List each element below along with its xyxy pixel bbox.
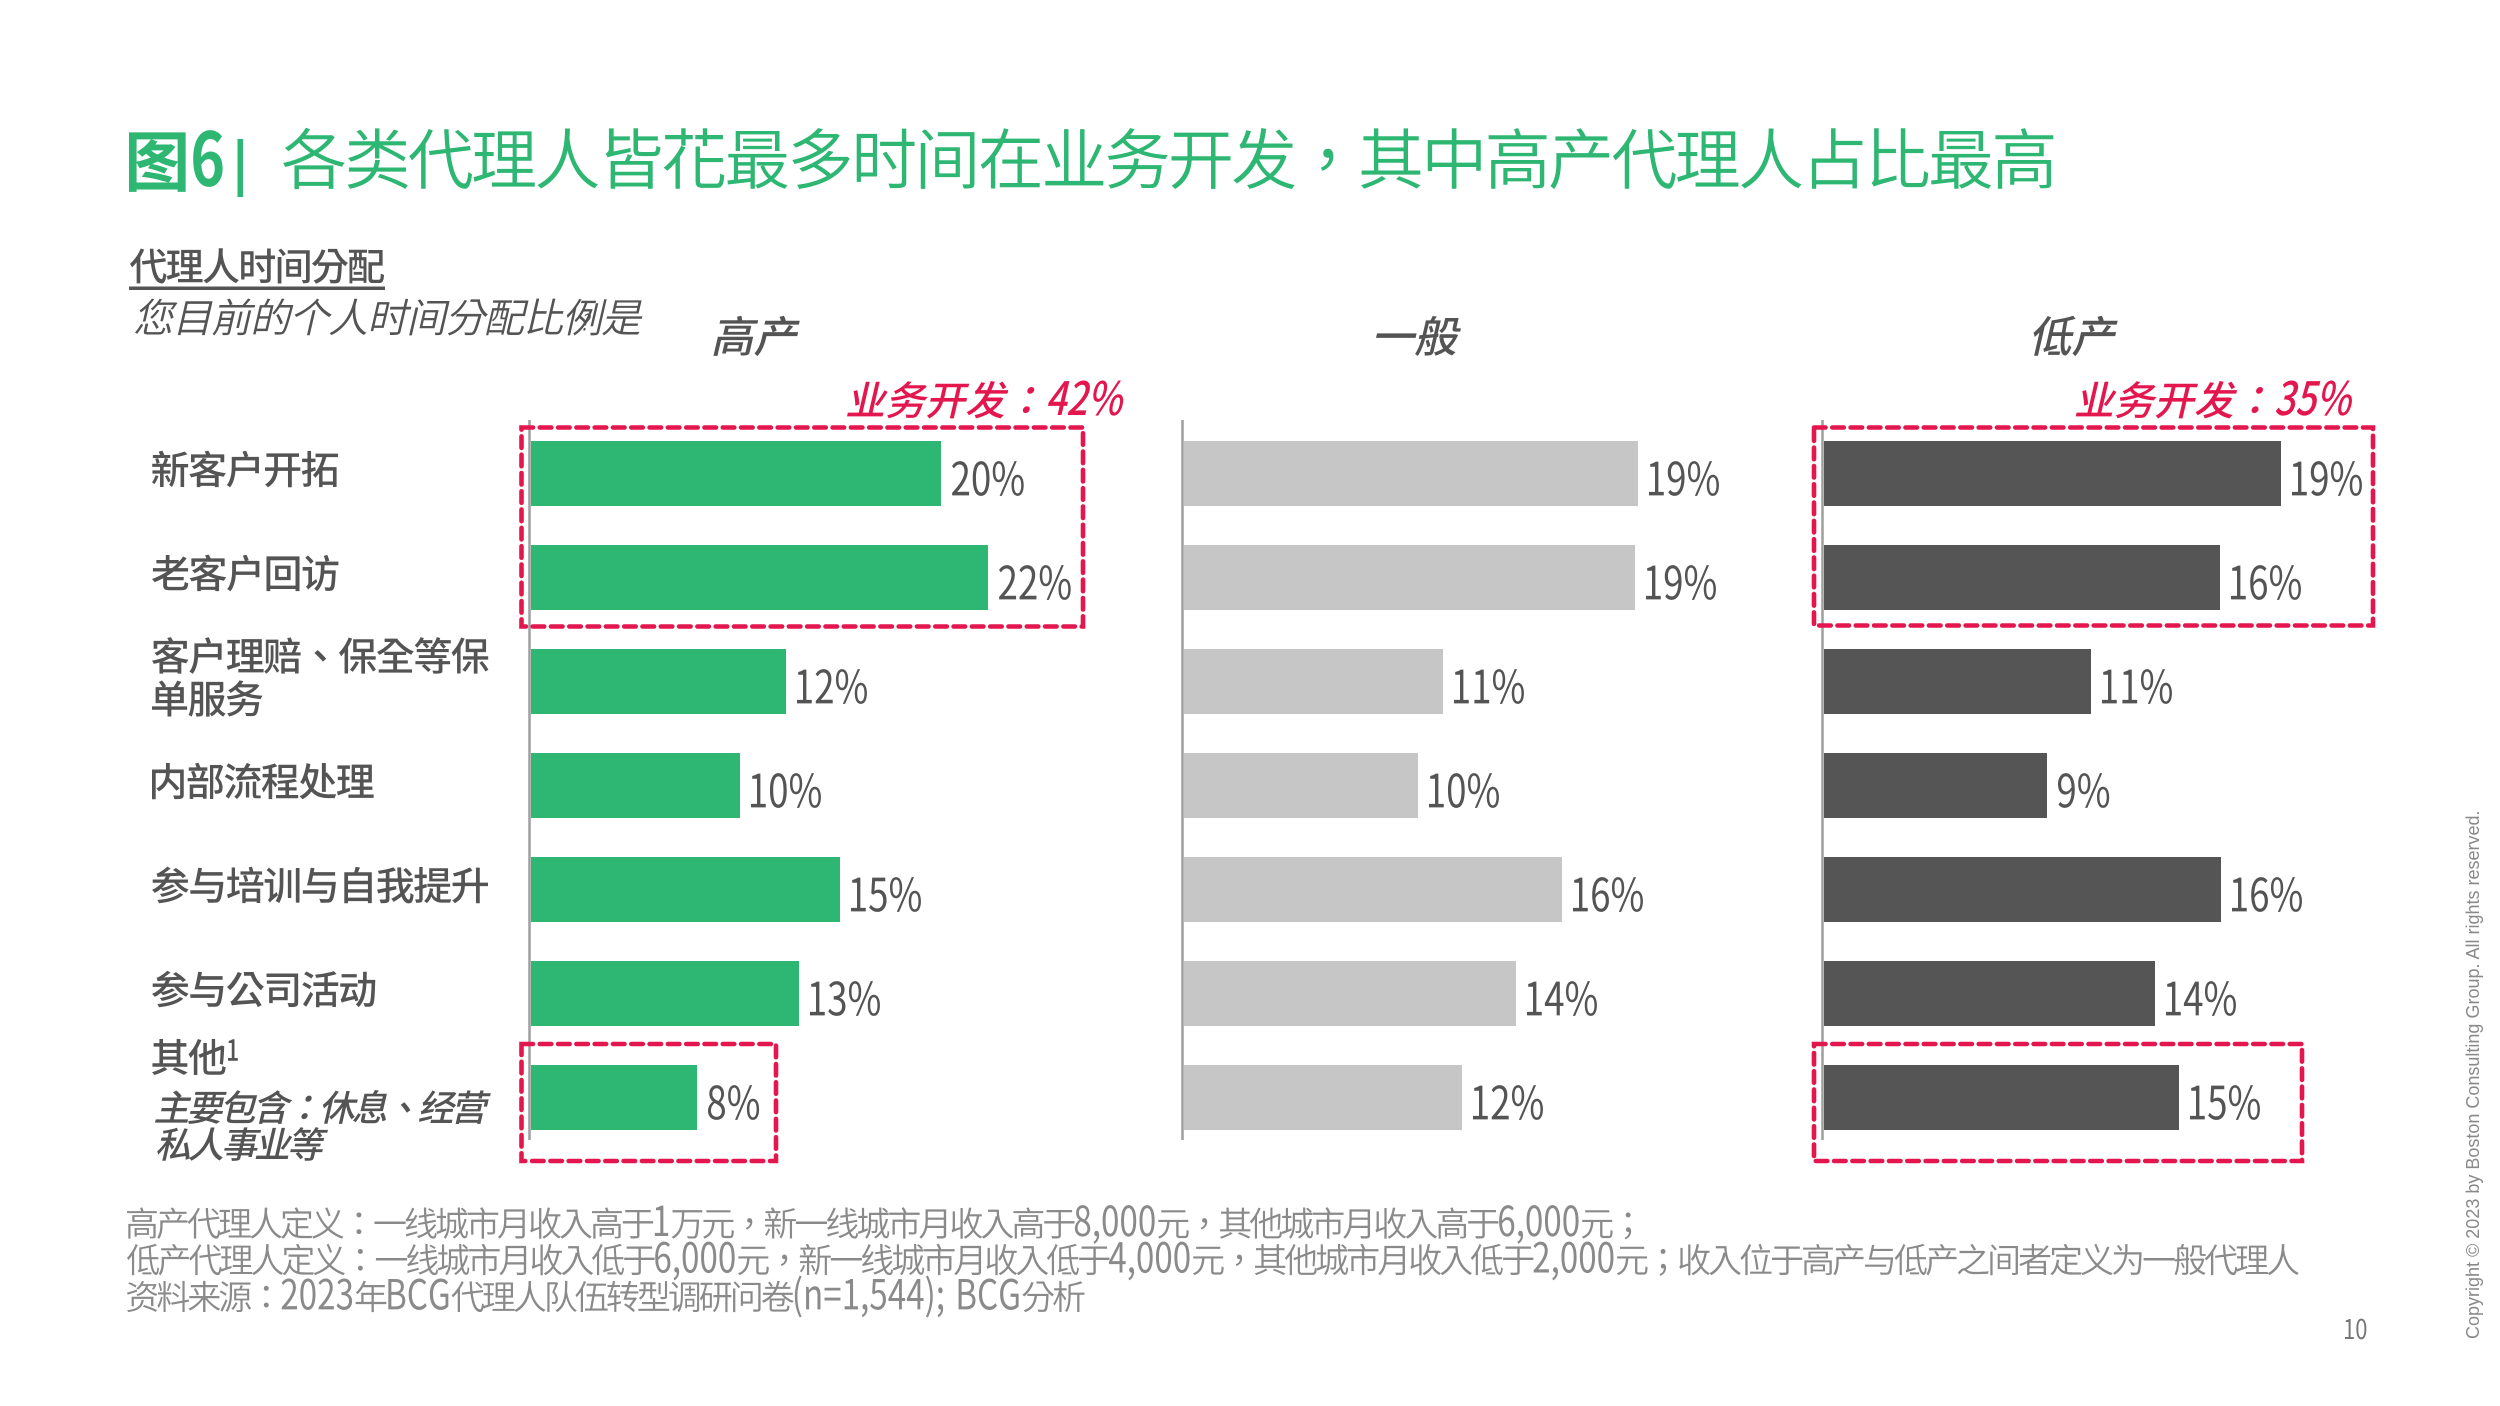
svg-text:Copyright © 2023 by Boston Con: Copyright © 2023 by Boston Consulting Gr… bbox=[2463, 810, 2483, 1339]
